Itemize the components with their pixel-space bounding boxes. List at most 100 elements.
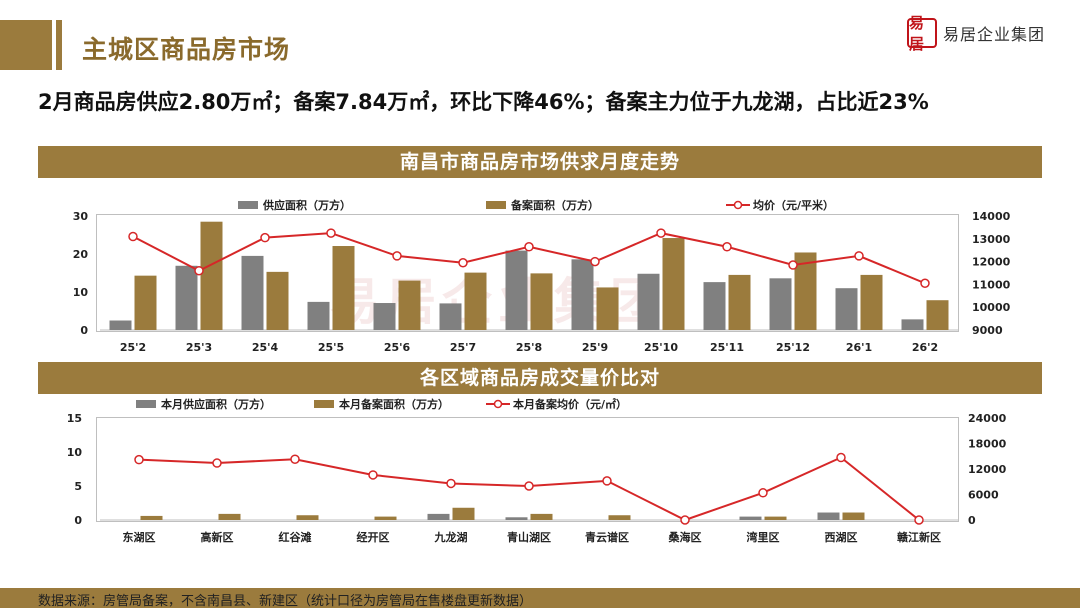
- category-tick-label: 桑海区: [668, 530, 702, 544]
- sales-bar: [266, 271, 289, 330]
- category-tick-label: 25'11: [710, 341, 744, 354]
- category-tick-label: 25'2: [120, 341, 146, 354]
- right-axis-tick-label: 10000: [972, 301, 1011, 314]
- right-axis-tick-label: 13000: [972, 233, 1011, 246]
- sales-bar: [200, 221, 223, 330]
- sales-bar: [398, 280, 421, 330]
- legend-swatch: [314, 400, 334, 408]
- category-tick-label: 25'3: [186, 341, 212, 354]
- chart-frame-monthly: [96, 214, 959, 332]
- sales-bar: [662, 238, 685, 330]
- price-point: [914, 515, 924, 525]
- category-tick-label: 青山湖区: [507, 530, 551, 544]
- price-point: [854, 251, 864, 261]
- category-tick-label: 红谷滩: [279, 530, 312, 544]
- price-point: [836, 452, 846, 463]
- category-tick-label: 九龙湖: [434, 530, 468, 544]
- sales-bar: [464, 272, 487, 330]
- price-point: [446, 478, 456, 489]
- price-point: [524, 242, 534, 252]
- right-axis-tick-label: 6000: [968, 489, 999, 502]
- right-axis-tick-label: 24000: [968, 412, 1007, 425]
- sales-bar: [332, 246, 355, 330]
- price-point: [194, 265, 204, 276]
- headline-summary: 2月商品房供应2.80万㎡；备案7.84万㎡，环比下降46%；备案主力位于九龙湖…: [38, 90, 929, 114]
- right-axis-tick-label: 9000: [972, 324, 1003, 337]
- price-point: [290, 454, 300, 464]
- right-axis-tick-label: 0: [968, 514, 976, 527]
- supply-bar: [835, 288, 858, 330]
- right-axis-tick-label: 11000: [972, 278, 1011, 291]
- footer-bar: [0, 588, 1080, 608]
- sales-bar: [530, 273, 553, 330]
- supply-bar: [241, 255, 264, 330]
- price-point: [722, 242, 732, 252]
- sales-bar: [140, 515, 163, 520]
- category-tick-label: 25'10: [644, 341, 678, 354]
- supply-bar: [373, 303, 396, 330]
- legend-swatch: [238, 201, 258, 209]
- category-tick-label: 东湖区: [123, 530, 156, 544]
- sales-bar: [134, 275, 157, 330]
- supply-bar: [901, 319, 924, 330]
- supply-bar: [109, 320, 132, 330]
- legend-label: 本月供应面积（万方）: [161, 397, 271, 411]
- price-point: [524, 481, 534, 491]
- price-point: [656, 228, 666, 238]
- sales-bar: [374, 516, 397, 520]
- supply-bar: [505, 250, 528, 330]
- left-axis-tick-label: 30: [73, 210, 89, 223]
- price-point: [590, 256, 600, 267]
- legend-swatch-marker: [493, 399, 503, 409]
- sales-bar: [860, 274, 883, 330]
- price-point: [128, 231, 138, 242]
- supply-bar: [739, 516, 762, 520]
- sales-bar: [530, 513, 553, 520]
- sales-bar: [842, 512, 865, 520]
- category-tick-label: 经开区: [357, 530, 390, 544]
- right-axis-tick-label: 12000: [972, 256, 1011, 269]
- sales-bar: [296, 515, 319, 520]
- price-point: [326, 228, 336, 238]
- left-axis-tick-label: 0: [74, 514, 82, 527]
- right-axis-tick-label: 12000: [968, 463, 1007, 476]
- supply-bar: [769, 278, 792, 330]
- data-source-note: 数据来源：房管局备案，不含南昌县、新建区（统计口径为房管局在售楼盘更新数据）: [38, 594, 533, 608]
- category-tick-label: 25'12: [776, 341, 810, 354]
- price-point: [788, 260, 798, 270]
- sales-bar: [794, 252, 817, 330]
- legend-label: 备案面积（万方）: [510, 198, 599, 212]
- price-point: [212, 458, 222, 468]
- category-tick-label: 25'4: [252, 341, 279, 354]
- left-axis-tick-label: 0: [80, 324, 88, 337]
- left-axis-tick-label: 20: [73, 248, 89, 261]
- logo-text: 易居企业集团: [943, 25, 1046, 44]
- price-point: [602, 476, 612, 486]
- legend-swatch: [486, 201, 506, 209]
- legend-label: 本月备案面积（万方）: [339, 397, 449, 411]
- sales-bar: [926, 300, 949, 330]
- supply-bar: [307, 301, 330, 330]
- category-tick-label: 西湖区: [825, 530, 858, 544]
- price-point: [392, 251, 402, 261]
- legend-swatch-marker: [733, 200, 743, 210]
- supply-bar: [427, 513, 450, 520]
- category-tick-label: 25'9: [582, 341, 608, 354]
- page-title: 主城区商品房市场: [82, 35, 291, 64]
- price-point: [920, 278, 930, 289]
- left-axis-tick-label: 5: [74, 480, 82, 493]
- title-accent-stripe: [56, 20, 62, 70]
- category-tick-label: 赣江新区: [897, 530, 941, 544]
- left-axis-tick-label: 10: [67, 446, 83, 459]
- chart-frame-district: [96, 417, 959, 522]
- left-axis-tick-label: 10: [73, 286, 89, 299]
- section-title-monthly-trend: 南昌市商品房市场供求月度走势: [38, 146, 1042, 178]
- category-tick-label: 25'8: [516, 341, 542, 354]
- right-axis-tick-label: 14000: [972, 210, 1011, 223]
- price-point: [680, 515, 690, 525]
- legend-label: 均价（元/平米）: [753, 198, 834, 212]
- sales-bar: [608, 515, 631, 520]
- category-tick-label: 湾里区: [747, 530, 780, 544]
- legend-swatch: [136, 400, 156, 408]
